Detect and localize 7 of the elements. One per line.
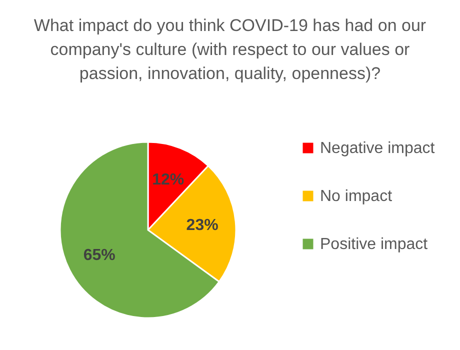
data-label: 65% [83,246,116,264]
legend-label: Positive impact [320,236,428,253]
legend-label: Negative impact [320,140,436,157]
chart-title: What impact do you think COVID-19 has had on our company's culture (with respect to our values or passion, innovation, quality, openness)? [34,16,426,83]
legend-label: No impact [320,188,393,205]
data-label: 12% [152,171,184,188]
data-label: 23% [186,216,218,234]
